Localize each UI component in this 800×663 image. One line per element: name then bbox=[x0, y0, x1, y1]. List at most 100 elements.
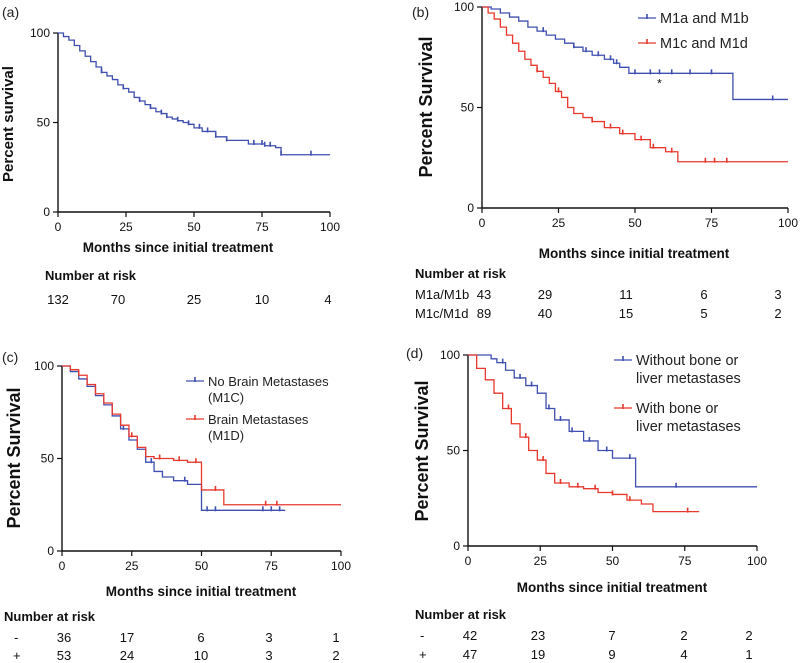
x-tick-label: 25 bbox=[552, 216, 566, 230]
panel-c-label: (c) bbox=[2, 349, 18, 365]
y-tick-label: 100 bbox=[440, 348, 460, 362]
y-tick-label: 0 bbox=[467, 201, 474, 215]
panel-c-risk-value: 6 bbox=[197, 630, 204, 645]
panel-c-risk-title: Number at risk bbox=[4, 609, 96, 624]
panel-c-risk-value: 24 bbox=[120, 648, 134, 663]
panel-a-risk-value: 25 bbox=[187, 292, 201, 307]
panel-b-risk-value: 11 bbox=[619, 287, 633, 302]
panel-b-risk-value: 2 bbox=[774, 306, 781, 321]
panel-b-risk-value: 6 bbox=[700, 287, 707, 302]
legend-label-no-brain-metastases-m1c: (M1C) bbox=[208, 390, 244, 405]
panel-d-risk-title: Number at risk bbox=[415, 607, 507, 622]
panel-d-risk-value: 2 bbox=[680, 628, 687, 643]
panel-d-risk-value: 42 bbox=[463, 628, 477, 643]
series-line-m1a-and-m1b bbox=[482, 6, 788, 101]
x-tick-label: 50 bbox=[606, 554, 620, 568]
x-tick-label: 100 bbox=[331, 559, 351, 573]
legend-label-with-bone-or-liver-metastases: With bone or bbox=[636, 401, 718, 417]
y-tick-label: 50 bbox=[461, 101, 475, 115]
panel-d-risk-value: 19 bbox=[531, 647, 545, 662]
panel-b-x-axis-title: Months since initial treatment bbox=[539, 246, 730, 261]
panel-c-risk-label-plus: + bbox=[13, 648, 21, 663]
x-tick-label: 50 bbox=[628, 216, 642, 230]
panel-a-risk-value: 70 bbox=[111, 292, 125, 307]
y-tick-label: 100 bbox=[454, 0, 474, 14]
panel-c-risk-label-minus: - bbox=[14, 630, 18, 645]
panel-b-risk-value: 43 bbox=[477, 287, 491, 302]
y-tick-label: 0 bbox=[47, 544, 54, 558]
x-tick-label: 100 bbox=[747, 554, 767, 568]
series-line-brain-metastases-m1d bbox=[62, 365, 341, 506]
panel-c-x-axis-title: Months since initial treatment bbox=[106, 584, 297, 599]
panel-c-y-axis-title: Percent Survival bbox=[4, 387, 24, 528]
panel-b: (b) Percent Survival Months since initia… bbox=[412, 0, 798, 321]
y-tick-label: 100 bbox=[30, 26, 50, 40]
panel-c-risk-value: 17 bbox=[120, 630, 134, 645]
panel-c-risk-value: 53 bbox=[57, 648, 71, 663]
x-tick-label: 100 bbox=[320, 220, 340, 234]
panel-c-risk-value: 2 bbox=[332, 648, 339, 663]
panel-a-x-axis-title: Months since initial treatment bbox=[83, 240, 274, 255]
panel-d-x-axis-title: Months since initial treatment bbox=[517, 580, 708, 595]
panel-c-risk-value: 10 bbox=[194, 648, 208, 663]
panel-c-risk-value: 3 bbox=[265, 630, 272, 645]
y-tick-label: 0 bbox=[43, 205, 50, 219]
panel-a-label: (a) bbox=[2, 4, 19, 20]
panel-b-risk-value: 29 bbox=[538, 287, 552, 302]
x-tick-label: 75 bbox=[265, 559, 279, 573]
series-line-all-patients bbox=[58, 32, 330, 156]
x-tick-label: 75 bbox=[255, 220, 269, 234]
panel-d-risk-value: 9 bbox=[608, 647, 615, 662]
x-tick-label: 0 bbox=[479, 216, 486, 230]
x-tick-label: 0 bbox=[59, 559, 66, 573]
panel-d-y-axis-title: Percent Survival bbox=[412, 380, 432, 521]
x-tick-label: 50 bbox=[187, 220, 201, 234]
x-tick-label: 100 bbox=[778, 216, 798, 230]
x-tick-label: 75 bbox=[678, 554, 692, 568]
panel-b-label: (b) bbox=[412, 4, 429, 20]
y-tick-label: 100 bbox=[34, 359, 54, 373]
legend-label-with-bone-or-liver-metastases: liver metastases bbox=[636, 419, 741, 435]
panel-b-risk-value: 3 bbox=[774, 287, 781, 302]
panel-b-risk-title: Number at risk bbox=[415, 266, 507, 281]
legend-label-brain-metastases-m1d: (M1D) bbox=[208, 428, 244, 443]
panel-a-risk-value: 132 bbox=[47, 292, 69, 307]
y-tick-label: 50 bbox=[37, 116, 51, 130]
panel-b-risk-value: 40 bbox=[538, 306, 552, 321]
x-tick-label: 0 bbox=[465, 554, 472, 568]
panel-d-risk-value: 23 bbox=[531, 628, 545, 643]
legend-label-without-bone-or-liver-metastases: liver metastases bbox=[636, 371, 741, 387]
panel-b-risk-value: 5 bbox=[700, 306, 707, 321]
panel-c-risk-value: 3 bbox=[265, 648, 272, 663]
x-tick-label: 25 bbox=[119, 220, 133, 234]
panel-b-risk-value: 15 bbox=[619, 306, 633, 321]
x-tick-label: 75 bbox=[705, 216, 719, 230]
panel-b-y-axis-title: Percent Survival bbox=[416, 36, 436, 177]
panel-d-risk-value: 1 bbox=[745, 647, 752, 662]
panel-a-risk-title: Number at risk bbox=[45, 268, 137, 283]
legend-label-without-bone-or-liver-metastases: Without bone or bbox=[636, 353, 739, 369]
panel-d-risk-value: 7 bbox=[608, 628, 615, 643]
legend-label-no-brain-metastases-m1c: No Brain Metastases bbox=[208, 374, 329, 389]
legend-label-m1a-and-m1b: M1a and M1b bbox=[660, 11, 749, 27]
x-tick-label: 50 bbox=[195, 559, 209, 573]
panel-b-risk-value: 89 bbox=[477, 306, 491, 321]
series-line-with-bone-or-liver-metastases bbox=[468, 354, 700, 513]
series-line-without-bone-or-liver-metastases bbox=[468, 354, 757, 488]
x-tick-label: 25 bbox=[534, 554, 548, 568]
panel-a-risk-value: 10 bbox=[255, 292, 269, 307]
panel-a-risk-value: 4 bbox=[324, 292, 331, 307]
panel-c: (c) Percent Survival Months since initia… bbox=[2, 349, 351, 663]
legend-label-brain-metastases-m1d: Brain Metastases bbox=[208, 412, 309, 427]
panel-d-risk-value: 47 bbox=[463, 647, 477, 662]
panel-d-label: (d) bbox=[406, 345, 423, 361]
y-tick-label: 50 bbox=[41, 452, 55, 466]
panel-c-risk-value: 36 bbox=[57, 630, 71, 645]
legend-label-m1c-and-m1d: M1c and M1d bbox=[660, 36, 748, 52]
x-tick-label: 0 bbox=[55, 220, 62, 234]
y-tick-label: 0 bbox=[453, 539, 460, 553]
x-tick-label: 25 bbox=[125, 559, 139, 573]
panel-d-risk-label-minus: - bbox=[420, 628, 424, 643]
panel-d-risk-label-plus: + bbox=[419, 647, 427, 662]
